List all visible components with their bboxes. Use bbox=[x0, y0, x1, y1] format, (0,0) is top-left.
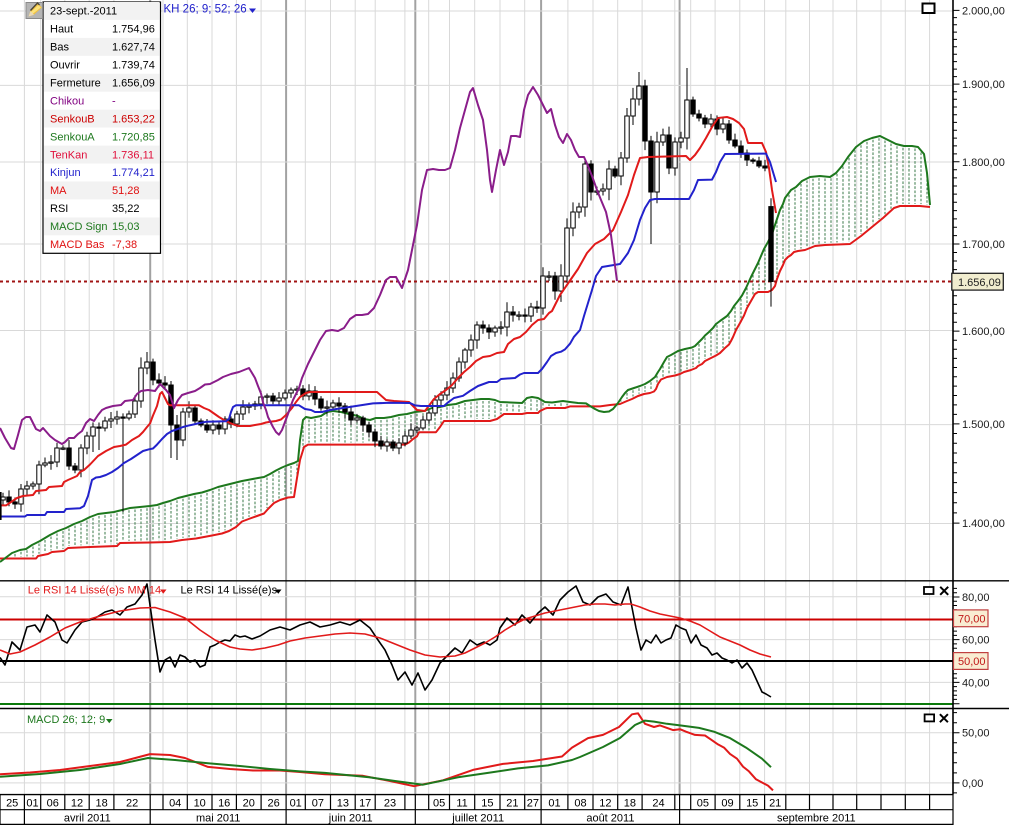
svg-text:18: 18 bbox=[624, 797, 636, 809]
svg-text:2.000,00: 2.000,00 bbox=[962, 5, 1005, 17]
svg-text:MACD Sign: MACD Sign bbox=[50, 221, 107, 233]
svg-text:23: 23 bbox=[384, 797, 396, 809]
svg-text:Ouvrir: Ouvrir bbox=[50, 60, 80, 72]
svg-text:22: 22 bbox=[126, 797, 138, 809]
svg-text:18: 18 bbox=[95, 797, 107, 809]
svg-text:12: 12 bbox=[71, 797, 83, 809]
svg-text:35,22: 35,22 bbox=[112, 203, 140, 215]
svg-text:juillet 2011: juillet 2011 bbox=[451, 812, 504, 824]
svg-text:04: 04 bbox=[169, 797, 181, 809]
svg-text:1.736,11: 1.736,11 bbox=[112, 149, 154, 161]
svg-text:septembre 2011: septembre 2011 bbox=[777, 812, 856, 824]
svg-text:1.400,00: 1.400,00 bbox=[962, 518, 1005, 530]
svg-text:21: 21 bbox=[769, 797, 781, 809]
svg-text:1.627,74: 1.627,74 bbox=[112, 42, 155, 54]
svg-text:70,00: 70,00 bbox=[958, 613, 986, 625]
svg-text:Fermeture: Fermeture bbox=[50, 78, 101, 90]
svg-text:05: 05 bbox=[697, 797, 709, 809]
svg-text:KH 26; 9; 52; 26: KH 26; 9; 52; 26 bbox=[164, 4, 247, 16]
svg-text:MACD 26; 12; 9: MACD 26; 12; 9 bbox=[27, 714, 105, 726]
svg-text:SenkouB: SenkouB bbox=[50, 113, 95, 125]
svg-text:1.700,00: 1.700,00 bbox=[962, 239, 1005, 251]
svg-text:-: - bbox=[112, 96, 116, 108]
svg-text:1.900,00: 1.900,00 bbox=[962, 79, 1005, 91]
svg-text:21: 21 bbox=[506, 797, 518, 809]
svg-text:11: 11 bbox=[456, 797, 467, 809]
svg-text:-7,38: -7,38 bbox=[112, 239, 137, 251]
svg-text:15,03: 15,03 bbox=[112, 221, 140, 233]
svg-text:16: 16 bbox=[218, 797, 230, 809]
svg-text:Haut: Haut bbox=[50, 24, 73, 36]
svg-text:0,00: 0,00 bbox=[962, 778, 983, 790]
svg-text:50,00: 50,00 bbox=[958, 656, 986, 668]
svg-text:13: 13 bbox=[337, 797, 349, 809]
svg-text:20: 20 bbox=[243, 797, 255, 809]
svg-text:RSI: RSI bbox=[50, 203, 68, 215]
svg-text:Kinjun: Kinjun bbox=[50, 167, 81, 179]
svg-text:15: 15 bbox=[481, 797, 493, 809]
svg-text:1.720,85: 1.720,85 bbox=[112, 131, 155, 143]
svg-text:10: 10 bbox=[194, 797, 206, 809]
svg-text:01: 01 bbox=[548, 797, 560, 809]
svg-text:1.600,00: 1.600,00 bbox=[962, 326, 1005, 338]
svg-text:51,28: 51,28 bbox=[112, 185, 140, 197]
svg-text:août 2011: août 2011 bbox=[586, 812, 634, 824]
svg-text:1.653,22: 1.653,22 bbox=[112, 113, 155, 125]
svg-text:12: 12 bbox=[599, 797, 611, 809]
svg-text:09: 09 bbox=[721, 797, 733, 809]
svg-text:80,00: 80,00 bbox=[962, 592, 990, 604]
svg-text:1.739,74: 1.739,74 bbox=[112, 60, 155, 72]
svg-text:15: 15 bbox=[746, 797, 758, 809]
svg-text:07: 07 bbox=[312, 797, 324, 809]
svg-text:juin 2011: juin 2011 bbox=[328, 812, 373, 824]
svg-text:25: 25 bbox=[6, 797, 18, 809]
svg-text:1.656,09: 1.656,09 bbox=[112, 78, 155, 90]
svg-text:05: 05 bbox=[433, 797, 445, 809]
svg-text:06: 06 bbox=[47, 797, 59, 809]
svg-text:1.500,00: 1.500,00 bbox=[962, 419, 1005, 431]
svg-text:1.754,96: 1.754,96 bbox=[112, 24, 155, 36]
svg-text:TenKan: TenKan bbox=[50, 149, 87, 161]
svg-text:01: 01 bbox=[26, 797, 38, 809]
svg-text:27: 27 bbox=[527, 797, 539, 809]
svg-text:60,00: 60,00 bbox=[962, 635, 990, 647]
svg-text:Le RSI 14 Lissé(e)s: Le RSI 14 Lissé(e)s bbox=[181, 585, 278, 597]
svg-text:SenkouA: SenkouA bbox=[50, 131, 95, 143]
svg-text:1.656,09: 1.656,09 bbox=[958, 277, 1001, 289]
svg-text:mai 2011: mai 2011 bbox=[196, 812, 240, 824]
svg-text:26: 26 bbox=[267, 797, 279, 809]
svg-text:24: 24 bbox=[652, 797, 664, 809]
svg-text:17: 17 bbox=[359, 797, 371, 809]
svg-text:avril 2011: avril 2011 bbox=[64, 812, 111, 824]
svg-text:40,00: 40,00 bbox=[962, 677, 990, 689]
svg-text:Chikou: Chikou bbox=[50, 96, 84, 108]
svg-text:1.800,00: 1.800,00 bbox=[962, 157, 1005, 169]
svg-text:23-sept.-2011: 23-sept.-2011 bbox=[50, 6, 117, 18]
svg-text:MACD Bas: MACD Bas bbox=[50, 239, 105, 251]
svg-text:Bas: Bas bbox=[50, 42, 69, 54]
svg-text:1.774,21: 1.774,21 bbox=[112, 167, 155, 179]
svg-text:MA: MA bbox=[50, 185, 67, 197]
svg-text:Le RSI 14 Lissé(e)s MM 14: Le RSI 14 Lissé(e)s MM 14 bbox=[28, 585, 161, 597]
svg-text:50,00: 50,00 bbox=[962, 728, 990, 740]
svg-text:08: 08 bbox=[574, 797, 586, 809]
svg-text:01: 01 bbox=[290, 797, 302, 809]
